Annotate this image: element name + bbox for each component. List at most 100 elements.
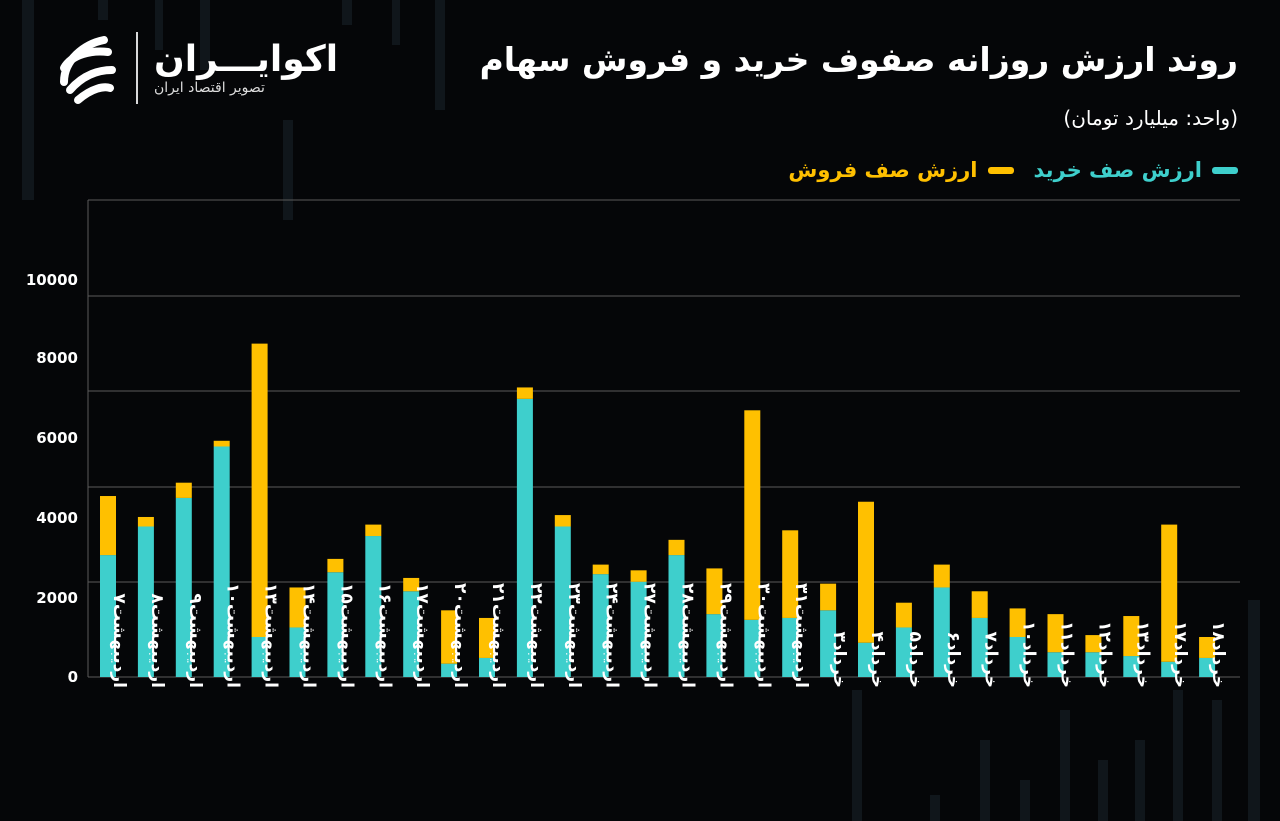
x-tick-label: اردیبهشت۷: [109, 593, 129, 688]
bar-sell: [554, 515, 571, 527]
x-tick-label: خرداد۱۸: [1208, 621, 1228, 688]
bar-sell: [1199, 636, 1216, 658]
bar-buy: [1047, 652, 1064, 677]
bar-sell: [592, 564, 609, 575]
x-tick-label: اردیبهشت۹: [185, 593, 205, 688]
legend-swatch-buy: [1212, 166, 1238, 174]
bar-sell: [630, 570, 647, 582]
bar-buy: [630, 581, 647, 677]
bar-buy: [213, 446, 230, 677]
bar-sell: [820, 583, 837, 611]
bar-buy: [479, 657, 495, 677]
bar-buy: [1009, 636, 1026, 677]
bar-buy: [441, 663, 458, 677]
bar-sell: [1009, 608, 1026, 637]
bar-buy: [251, 636, 268, 677]
bar-sell: [858, 501, 874, 643]
bar-sell: [213, 440, 230, 447]
bar-buy: [858, 642, 874, 677]
bar-sell: [895, 602, 912, 628]
x-tick-label: اردیبهشت۲۰: [450, 583, 470, 688]
bar-buy: [744, 619, 761, 677]
x-tick-label: خرداد۷: [981, 632, 1001, 689]
chart-unit: (واحد: میلیارد تومان): [1063, 106, 1238, 130]
x-tick-label: خرداد۱۱: [1057, 621, 1077, 688]
bar-sell: [1123, 616, 1140, 657]
x-tick-label: اردیبهشت۲۷: [640, 583, 660, 688]
bar-sell: [100, 496, 116, 556]
bar-buy: [516, 398, 533, 677]
x-tick-label: خرداد۱۳: [1132, 621, 1152, 688]
y-tick-label: 2000: [36, 589, 78, 607]
x-tick-label: خرداد۴: [867, 632, 887, 689]
x-tick-label: خرداد۳: [829, 632, 849, 689]
bar-buy: [895, 627, 912, 677]
bar-buy: [1161, 661, 1178, 677]
bar-buy: [327, 572, 344, 677]
x-tick-label: اردیبهشت۲۴: [602, 583, 622, 688]
legend-item-sell: ارزش صف فروش: [788, 158, 1014, 182]
x-tick-label: خرداد۱۰: [1019, 621, 1039, 688]
bar-buy: [403, 591, 420, 677]
bar-sell: [289, 587, 306, 628]
logo: اکوایـــران تصویر اقتصاد ایران: [50, 30, 338, 106]
bar-buy: [1123, 656, 1140, 677]
legend-label-buy: ارزش صف خرید: [1033, 158, 1203, 182]
bar-sell: [175, 482, 192, 498]
x-tick-label: خرداد۵: [905, 632, 925, 689]
y-tick-label: 6000: [36, 429, 78, 447]
bar-buy: [820, 610, 837, 677]
bar-buy: [706, 614, 723, 677]
ecoiran-logo-icon: [60, 36, 116, 104]
bar-buy: [933, 587, 950, 677]
legend-swatch-sell: [987, 166, 1014, 174]
bar-sell: [668, 539, 685, 556]
x-tick-label: خرداد۶: [943, 632, 963, 689]
bar-buy: [668, 555, 685, 677]
bar-buy: [365, 536, 382, 677]
legend-label-sell: ارزش صف فروش: [788, 158, 978, 182]
bar-buy: [782, 617, 799, 677]
bar-sell: [327, 558, 344, 573]
logo-name: اکوایـــران: [154, 39, 339, 81]
x-tick-label: اردیبهشت۱۴: [299, 583, 319, 688]
x-tick-label: اردیبهشت۱۰: [223, 583, 243, 688]
bar-sell: [137, 516, 154, 527]
x-tick-label: اردیبهشت۲۹: [715, 583, 735, 688]
x-tick-label: اردیبهشت۳۱: [791, 583, 811, 688]
bar-buy: [554, 526, 571, 677]
x-tick-label: اردیبهشت۲۱: [488, 583, 508, 688]
x-tick-label: خرداد۱۷: [1170, 621, 1190, 688]
x-tick-label: اردیبهشت۲۳: [564, 583, 584, 688]
bar-sell: [933, 564, 950, 588]
bar-buy: [100, 555, 116, 677]
x-tick-label: اردیبهشت۱۷: [412, 583, 432, 688]
bar-buy: [971, 617, 988, 677]
x-tick-label: اردیبهشت۸: [147, 593, 167, 688]
x-tick-label: اردیبهشت۳۰: [753, 583, 773, 688]
bar-sell: [744, 410, 761, 620]
x-tick-label: خرداد۱۲: [1094, 621, 1114, 688]
y-tick-label: 0: [68, 668, 78, 686]
y-tick-label: 4000: [36, 509, 78, 527]
x-tick-label: اردیبهشت۱۳: [261, 583, 281, 688]
logo-tagline: تصویر اقتصاد ایران: [154, 79, 265, 96]
bar-sell: [1161, 524, 1178, 662]
x-tick-label: اردیبهشت۲۸: [678, 583, 698, 688]
legend-item-buy: ارزش صف خرید: [1033, 158, 1238, 182]
bar-sell: [1047, 614, 1064, 653]
y-tick-label: 10000: [26, 271, 78, 289]
chart-title: روند ارزش روزانه صفوف خرید و فروش سهام: [479, 40, 1238, 79]
bar-sell: [251, 343, 268, 637]
bar-sell: [782, 530, 799, 618]
logo-separator: [136, 32, 138, 104]
bar-sell: [1085, 635, 1102, 653]
bar-buy: [289, 627, 306, 677]
bar-sell: [403, 577, 420, 592]
bar-sell: [706, 568, 723, 615]
bar-sell: [441, 610, 458, 664]
bar-buy: [137, 526, 154, 677]
bar-sell: [365, 524, 382, 537]
